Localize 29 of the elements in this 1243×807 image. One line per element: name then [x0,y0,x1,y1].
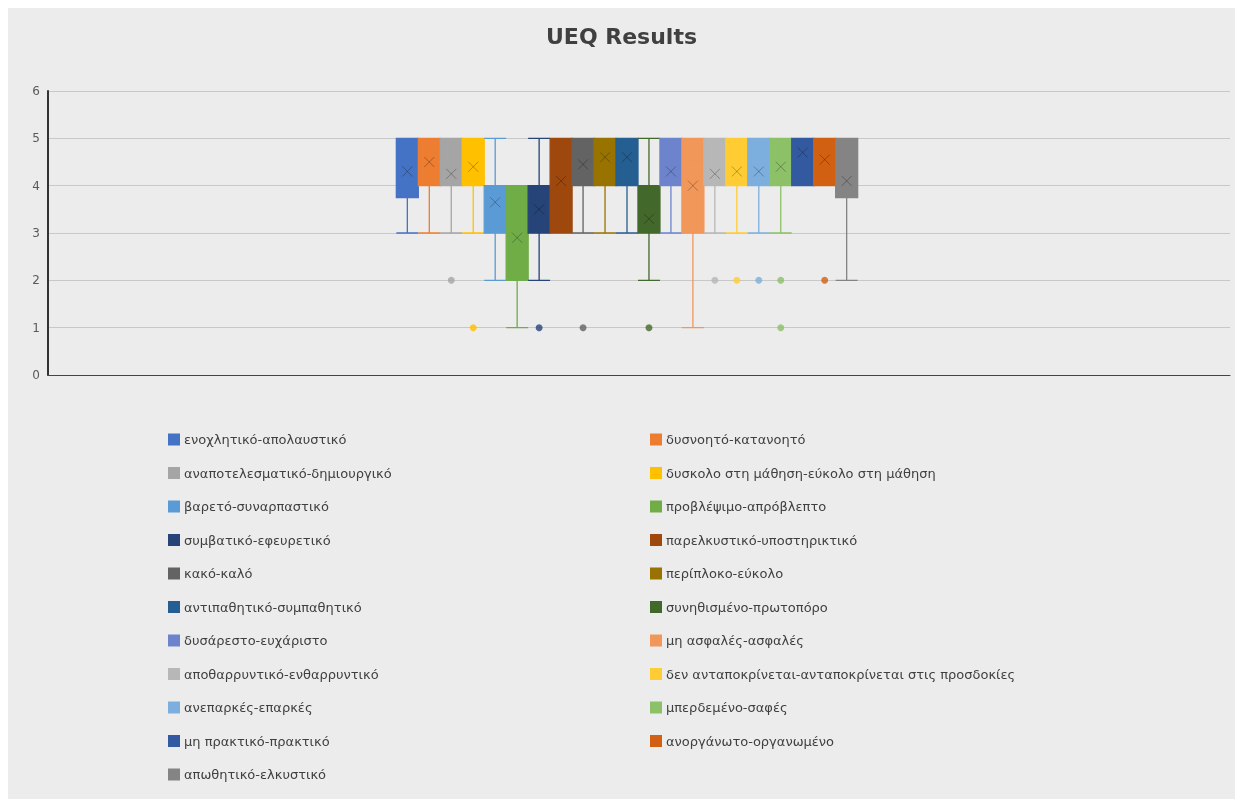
legend-label: μη ασφαλές-ασφαλές [666,633,804,648]
y-tick-label: 6 [32,84,40,98]
y-tick-label: 4 [32,178,40,193]
legend-label: κακό-καλό [184,566,253,581]
y-tick-label: 2 [32,273,40,288]
legend-label: παρελκυστικό-υποστηρικτικό [666,532,858,548]
legend-label: ανεπαρκές-επαρκές [184,700,313,715]
legend-label: μπερδεμένο-σαφές [666,700,788,715]
legend-label: περίπλοκο-εύκολο [666,566,784,581]
legend-label: ανοργάνωτο-οργανωμένο [666,733,835,749]
legend-label: αναποτελεσματικό-δημιουργικό [184,465,392,481]
legend-label: αποθαρρυντικό-ενθαρρυντικό [184,666,379,682]
legend-label: δυσάρεστο-ευχάριστο [184,633,328,648]
y-tick-label: 5 [32,131,40,146]
legend-label: δυσκολο στη μάθηση-εύκολο στη μάθηση [666,465,936,481]
legend-label: βαρετό-συναρπαστικό [184,499,329,514]
legend-label: ενοχλητικό-απολαυστικό [184,432,347,447]
legend-label: συμβατικό-εφευρετικό [184,532,331,548]
legend-label: προβλέψιμο-απρόβλεπτο [666,499,827,514]
y-tick-label: 0 [32,368,40,382]
legend-label: αντιπαθητικό-συμπαθητικό [184,599,362,615]
legend-label: δυσνοητό-κατανοητό [666,432,806,447]
legend-label: συνηθισμένο-πρωτοπόρο [666,599,828,615]
y-tick-label: 3 [32,226,40,240]
chart-title: UEQ Results [545,23,698,49]
legend-label: δεν ανταποκρίνεται-ανταποκρίνεται στις προσδοκίες [666,666,1016,682]
legend-label: απωθητικό-ελκυστικό [184,767,327,782]
y-tick-label: 1 [32,320,40,335]
legend-label: μη πρακτικό-πρακτικό [184,733,330,749]
